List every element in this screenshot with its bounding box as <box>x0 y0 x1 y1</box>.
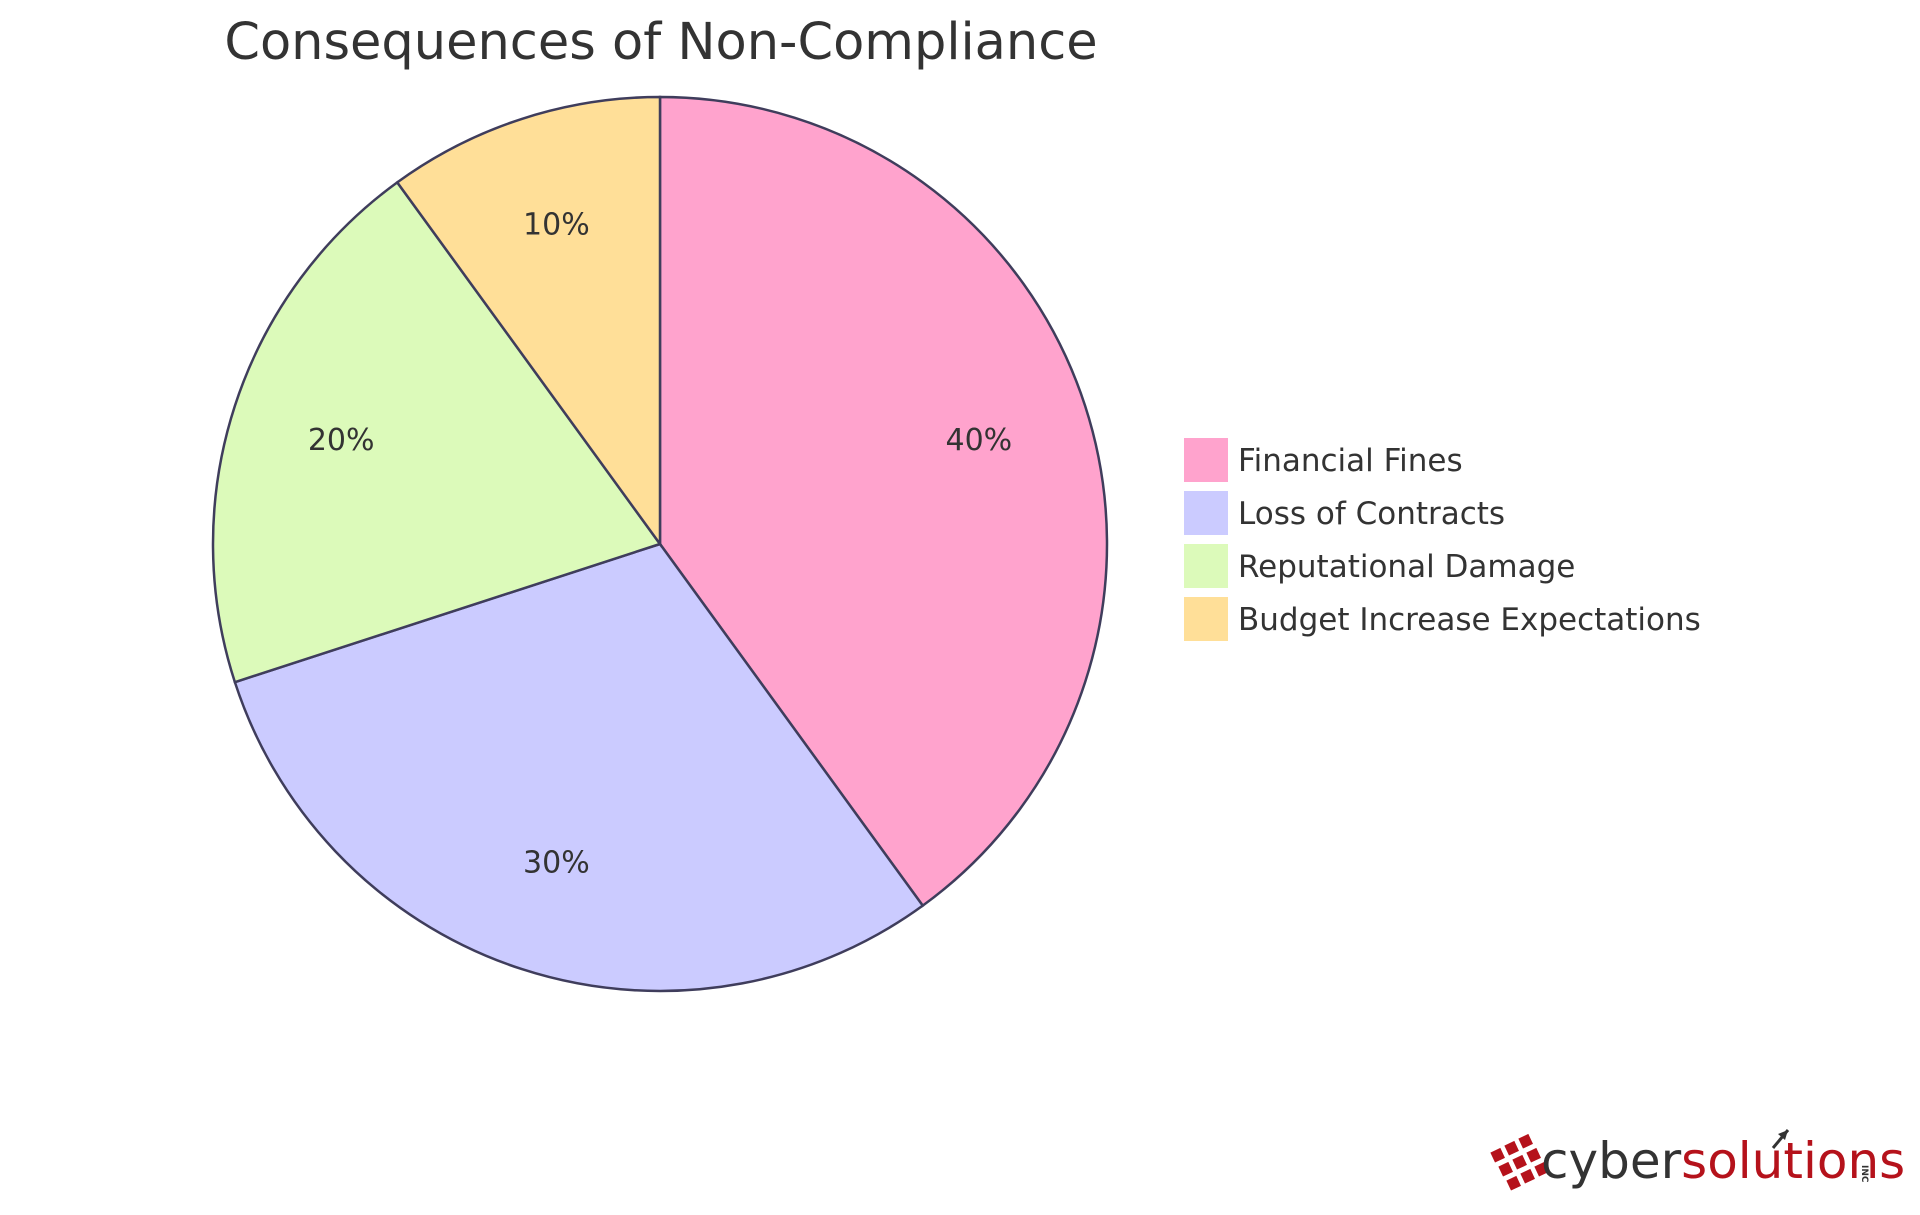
legend-label: Financial Fines <box>1238 443 1463 479</box>
legend-swatch <box>1182 489 1230 537</box>
cybersolutions-logo: cybersolutions INC <box>1490 1129 1905 1191</box>
slice-label-loss-of-contracts: 30% <box>523 845 590 880</box>
pie-slices <box>211 95 1109 993</box>
logo-arrow-icon <box>1771 1129 1790 1149</box>
legend-swatch <box>1182 595 1230 643</box>
legend-item-budget-increase-expectations: Budget Increase Expectations <box>1182 595 1701 643</box>
legend-label: Reputational Damage <box>1238 549 1575 585</box>
legend-swatch <box>1182 542 1230 590</box>
pie-slice-reputational-damage <box>211 180 663 684</box>
legend-item-reputational-damage: Reputational Damage <box>1182 542 1575 590</box>
logo-word-solutions: solutions <box>1681 1132 1905 1190</box>
legend: Financial Fines Loss of Contracts Reputati… <box>1182 436 1701 643</box>
logo-mark-icon <box>1490 1133 1549 1191</box>
pie-slice-financial-fines <box>658 95 1109 908</box>
slice-label-budget-increase-expectations: 10% <box>523 208 590 243</box>
pie-slice-labels: 40% 30% 20% 10% <box>308 208 1012 881</box>
slice-label-financial-fines: 40% <box>945 423 1012 458</box>
logo-word-cyber: cyber <box>1541 1132 1682 1190</box>
legend-label: Budget Increase Expectations <box>1238 602 1701 638</box>
slice-label-reputational-damage: 20% <box>308 423 375 458</box>
pie-slice-loss-of-contracts <box>233 542 925 993</box>
legend-item-financial-fines: Financial Fines <box>1182 436 1463 484</box>
logo-inc: INC <box>1859 1165 1869 1183</box>
legend-item-loss-of-contracts: Loss of Contracts <box>1182 489 1505 537</box>
logo-wordmark: cybersolutions <box>1541 1132 1905 1190</box>
chart-title: Consequences of Non-Compliance <box>224 13 1097 72</box>
pie-slice-budget-increase-expectations <box>395 95 662 548</box>
legend-swatch <box>1182 436 1230 484</box>
legend-label: Loss of Contracts <box>1238 496 1505 532</box>
